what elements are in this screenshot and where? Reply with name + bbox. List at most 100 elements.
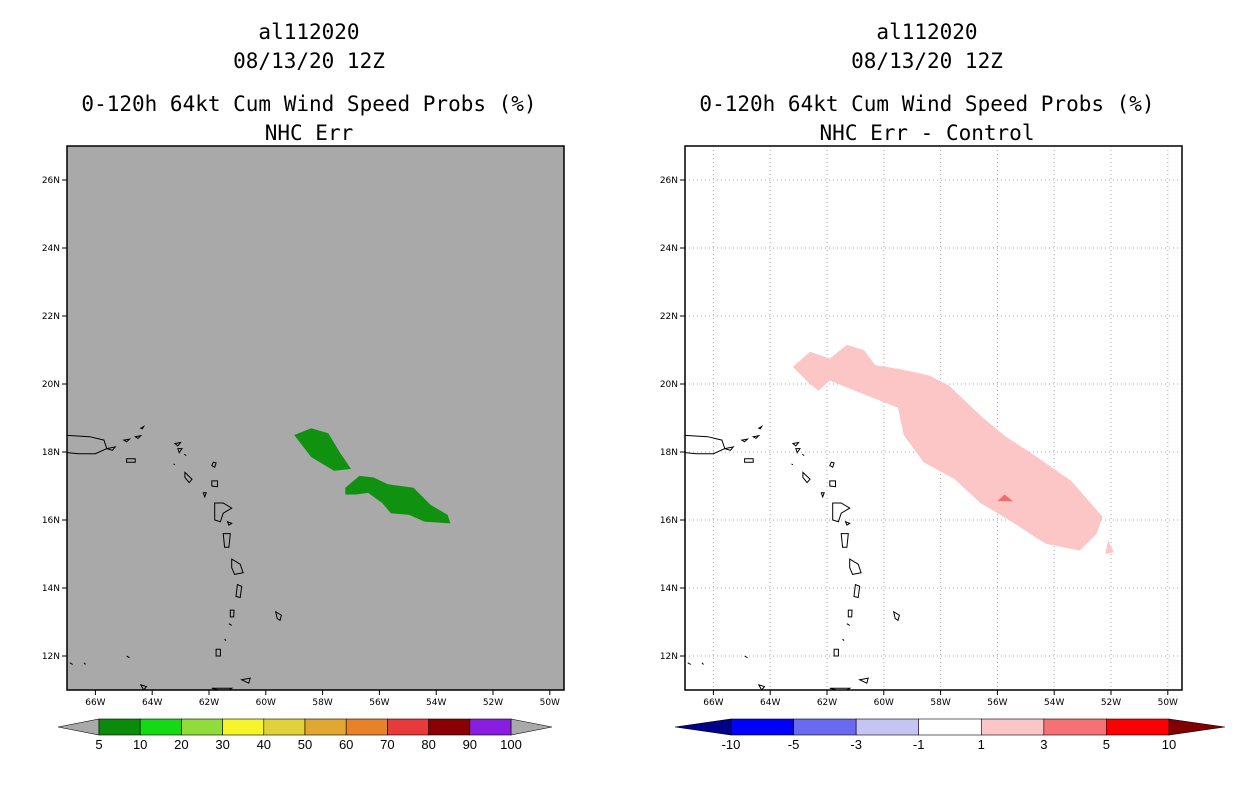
left-map-layer <box>10 425 451 690</box>
right-chart-svg: 66W 64W 62W 60W 58W 56W 54W 52W 50W 12N 14N 16N 18N 2… <box>628 145 1226 752</box>
left-coast-st-vincent <box>229 609 235 618</box>
right-colorbar-label--10: -10 <box>722 737 741 752</box>
left-title-block: al112020 08/13/20 12Z 0-120h 64kt Cum Wi… <box>0 18 618 148</box>
left-xtick-label-64W: 64W <box>142 698 162 708</box>
left-coast-st-barts <box>184 453 187 456</box>
right-colorbar-label--1: -1 <box>913 737 925 752</box>
right-ytick-label-20N: 20N <box>660 380 678 390</box>
left-chart-svg: 66W 64W 62W 60W 58W 56W 54W 52W 50W 12N 14N 16N 18N 2… <box>10 145 565 752</box>
left-colorbar-label-50: 50 <box>298 737 312 752</box>
right-coast-st-kitts <box>802 471 811 484</box>
right-prob-region-3-5-2 <box>997 494 1013 502</box>
left-plot-background <box>67 146 564 690</box>
left-colorbar-label-5: 5 <box>95 737 102 752</box>
left-coast-aruba <box>69 662 73 665</box>
left-ytick-label-20N: 20N <box>42 380 60 390</box>
left-colorbar-label-100: 100 <box>500 737 522 752</box>
right-coast-los-roques <box>744 655 748 659</box>
left-colorbar-swatch-3 <box>222 718 265 736</box>
right-colorbar-label--5: -5 <box>788 737 800 752</box>
left-xtick-label-52W: 52W <box>483 698 503 708</box>
right-coast-trinidad <box>829 687 852 690</box>
left-ytick-label-18N: 18N <box>42 448 60 458</box>
left-coast-saba <box>173 463 176 466</box>
left-coast-barbados <box>274 610 282 622</box>
left-coast-curacao <box>10 644 17 653</box>
left-ytick-label-26N: 26N <box>42 176 60 186</box>
right-ytick-label-18N: 18N <box>660 448 678 458</box>
left-colorbar-label-40: 40 <box>257 737 271 752</box>
right-coast-martinique <box>849 558 862 575</box>
left-colorbar-high-extend <box>510 718 553 736</box>
left-coast-st-croix <box>126 458 136 463</box>
right-storm-id: al112020 <box>876 20 978 44</box>
right-coast-anegada <box>757 425 764 430</box>
left-coast-tobago <box>240 677 251 684</box>
left-xtick-label-60W: 60W <box>256 698 276 708</box>
left-prob-region-5-10-0 <box>294 428 351 471</box>
right-ytick-label-12N: 12N <box>660 652 678 662</box>
right-coast-barbados <box>892 610 900 622</box>
left-colorbar-label-60: 60 <box>339 737 353 752</box>
right-coast-marie-galante <box>844 520 851 526</box>
right-xtick-label-64W: 64W <box>760 698 780 708</box>
right-coast-barbuda <box>829 461 835 469</box>
left-coast-tortola <box>133 434 143 440</box>
right-colorbar-label--3: -3 <box>850 737 862 752</box>
left-coast-montserrat <box>202 492 207 499</box>
right-map-layer <box>628 146 1182 690</box>
left-colorbar-low-extend <box>57 718 100 736</box>
right-colorbar-label-10: 10 <box>1162 737 1176 752</box>
right-coast-vieques <box>724 446 735 451</box>
right-colorbar-label-5: 5 <box>1103 737 1110 752</box>
right-coast-montserrat <box>820 492 825 499</box>
right-colorbar-label-3: 3 <box>1040 737 1047 752</box>
right-colorbar-swatch-1 <box>793 718 857 736</box>
left-coast-st-kitts <box>184 471 193 484</box>
left-colorbar-swatch-2 <box>181 718 223 736</box>
right-coast-dominica <box>840 533 849 548</box>
right-plot-frame <box>684 145 1183 691</box>
left-colorbar-swatch-6 <box>345 718 388 736</box>
left-colorbar-label-70: 70 <box>380 737 394 752</box>
left-colorbar-label-30: 30 <box>215 737 229 752</box>
left-colorbar-label-90: 90 <box>463 737 477 752</box>
left-colorbar-swatch-5 <box>304 718 347 736</box>
right-ytick-label-26N: 26N <box>660 176 678 186</box>
left-chart-subtitle: NHC Err <box>264 121 354 145</box>
left-chart-title: 0-120h 64kt Cum Wind Speed Probs (%) <box>81 92 537 116</box>
left-xtick-label-50W: 50W <box>540 698 560 708</box>
left-storm-id: al112020 <box>258 20 360 44</box>
right-coast-anguilla <box>791 441 800 447</box>
left-ytick-label-16N: 16N <box>42 516 60 526</box>
right-colorbar-high-extend <box>1168 718 1226 736</box>
left-ytick-label-24N: 24N <box>42 244 60 254</box>
left-colorbar-swatch-9 <box>469 718 512 736</box>
right-colorbar-swatch-2 <box>855 718 920 736</box>
right-coast-margarita <box>757 684 766 690</box>
left-panel: al112020 08/13/20 12Z 0-120h 64kt Cum Wi… <box>0 18 618 752</box>
left-coast-trinidad <box>211 687 234 690</box>
right-prob-region-1-3-1 <box>1105 540 1114 554</box>
left-coast-antigua <box>211 480 218 488</box>
right-coast-puerto-rico <box>685 434 726 455</box>
right-coast-tortola <box>751 434 761 440</box>
right-xtick-label-62W: 62W <box>817 698 837 708</box>
right-coast-guadeloupe <box>832 502 851 523</box>
left-ytick-label-22N: 22N <box>42 312 60 322</box>
right-xtick-label-52W: 52W <box>1101 698 1121 708</box>
right-coast-curacao <box>628 644 635 653</box>
right-colorbar-swatch-4 <box>980 718 1045 736</box>
left-colorbar-label-80: 80 <box>421 737 435 752</box>
right-coast-st-lucia <box>853 583 861 599</box>
left-coast-guadeloupe <box>214 502 233 523</box>
right-coast-tobago <box>858 677 869 684</box>
left-coast-martinique <box>231 558 244 575</box>
left-coast-vieques <box>106 446 117 451</box>
left-colorbar-swatch-7 <box>387 718 429 736</box>
right-coast-carriacou <box>842 638 845 642</box>
right-coast-grenada <box>833 648 839 657</box>
left-ytick-label-12N: 12N <box>42 652 60 662</box>
left-ytick-label-14N: 14N <box>42 584 60 594</box>
left-coast-los-roques <box>126 655 130 659</box>
